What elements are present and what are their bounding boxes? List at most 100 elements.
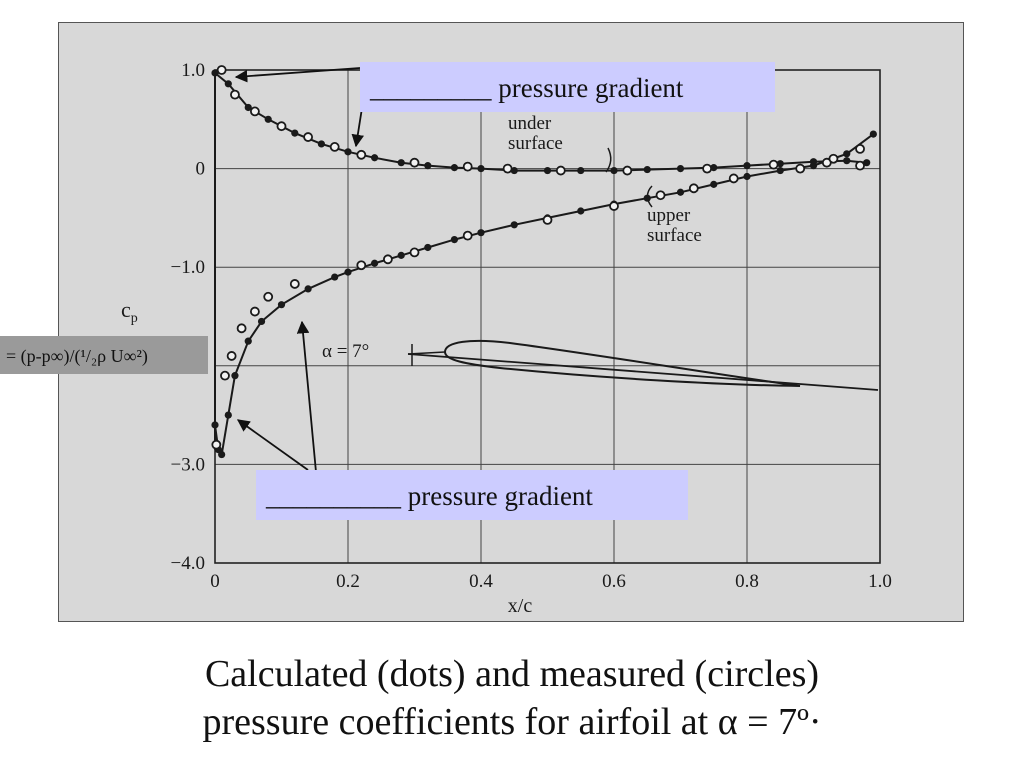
x-axis-label: x/c — [508, 595, 533, 617]
upper-calculated-dot — [776, 166, 784, 175]
y-axis-label: cp — [121, 297, 138, 326]
under-measured-circle — [702, 163, 712, 174]
under-calculated-dot — [577, 166, 585, 175]
under-calculated-dot — [743, 162, 751, 170]
x-tick-label: 0.8 — [735, 571, 759, 592]
cp-definition-text: = (p-p∞)/(¹/₂ρ U∞²) — [6, 346, 148, 367]
under-calculated-dot — [211, 69, 219, 77]
upper-measured-circle — [655, 190, 666, 201]
under-calculated-dot — [291, 129, 299, 137]
upper-measured-circle — [462, 230, 473, 241]
under-calculated-dot — [543, 166, 552, 175]
under-measured-circle — [249, 106, 260, 117]
under-calculated-dot — [477, 165, 485, 173]
upper-calculated-dot — [743, 172, 751, 181]
upper-calculated-dot — [344, 268, 352, 276]
upper-calculated-dot — [843, 150, 851, 158]
caption-line-2: pressure coefficients for airfoil at α =… — [202, 701, 822, 743]
upper-measured-circle — [542, 214, 553, 225]
upper-measured-circle — [828, 153, 839, 164]
under-calculated-dot — [244, 103, 252, 112]
top-callout-text: _________ pressure gradient — [369, 73, 684, 103]
under-surface-label-line1: under — [508, 113, 552, 134]
under-measured-circle — [855, 160, 865, 171]
under-calculated-dot — [317, 140, 325, 148]
upper-calculated-dot — [676, 188, 685, 196]
y-tick-label: −1.0 — [171, 257, 205, 278]
upper-calculated-dot — [371, 259, 379, 267]
under-calculated-dot — [776, 160, 784, 168]
upper-measured-circle — [855, 143, 865, 154]
upper-measured-circle — [795, 163, 806, 174]
upper-measured-circle — [249, 306, 260, 317]
upper-calculated-dot — [397, 251, 405, 259]
top-callout-arrow-1 — [234, 67, 361, 83]
under-calculated-dot — [397, 159, 405, 167]
under-measured-circle — [216, 65, 227, 75]
upper-calculated-dot — [244, 337, 252, 345]
upper-calculated-dot — [224, 411, 232, 419]
upper-calculated-dot — [869, 130, 877, 138]
upper-calculated-dot — [809, 162, 818, 170]
x-tick-label: 1.0 — [868, 571, 892, 592]
airfoil-shape — [443, 339, 801, 387]
under-measured-circle — [462, 161, 473, 172]
x-tick-label: 0.2 — [336, 571, 360, 592]
under-measured-circle — [502, 163, 513, 174]
upper-measured-circle — [263, 291, 274, 302]
under-measured-circle — [329, 142, 340, 152]
bottom-callout-arrow-2 — [296, 320, 317, 473]
under-measured-circle — [303, 132, 314, 142]
upper-measured-circle — [220, 370, 230, 381]
y-tick-label: −3.0 — [171, 454, 205, 475]
upper-surface-label-line1: upper — [647, 205, 691, 226]
under-surface-label-line2: surface — [508, 133, 563, 154]
x-tick-label: 0.6 — [602, 571, 626, 592]
alpha-label: α = 7° — [322, 341, 369, 362]
upper-surface-label-line2: surface — [647, 225, 702, 246]
top-callout-box — [360, 62, 775, 112]
under-measured-circle — [356, 149, 367, 160]
cp-definition-box — [0, 336, 208, 374]
under-measured-circle — [555, 165, 566, 176]
freestream-line — [407, 353, 879, 391]
under-calculated-dot — [676, 165, 685, 173]
under-calculated-dot — [710, 164, 718, 172]
under-calculated-dot — [863, 159, 871, 167]
upper-calculated-dot — [424, 243, 432, 252]
upper-calculated-dot — [304, 285, 312, 293]
figure-caption: Calculated (dots) and measured (circles)… — [0, 650, 1024, 746]
upper-calculated-dot — [277, 301, 286, 309]
upper-surface-curve — [214, 133, 874, 458]
under-calculated-dot — [224, 80, 232, 88]
x-tick-label: 0 — [210, 571, 220, 592]
upper-calculated-dot — [477, 229, 485, 237]
under-calculated-dot — [371, 154, 379, 162]
upper-measured-circle — [356, 260, 367, 271]
upper-measured-circle — [236, 323, 247, 334]
under-measured-circle — [768, 159, 779, 170]
upper-measured-circle — [226, 351, 237, 361]
upper-measured-circle — [609, 201, 619, 211]
under-calculated-dot — [610, 166, 618, 175]
upper-calculated-dot — [331, 273, 339, 281]
y-tick-label: 1.0 — [181, 60, 205, 81]
upper-calculated-dot — [450, 235, 458, 244]
y-tick-label: 0 — [196, 159, 206, 180]
upper-measured-circle — [211, 439, 222, 450]
upper-calculated-dot — [710, 180, 718, 188]
airfoil-sketch: α = 7° — [322, 339, 879, 391]
upper-measured-circle — [289, 279, 300, 289]
under-measured-circle — [276, 121, 287, 132]
under-calculated-dot — [424, 162, 432, 170]
under-surface-annotation: under surface — [508, 113, 612, 173]
upper-calculated-dot — [577, 207, 585, 215]
under-surface-curve — [214, 72, 867, 172]
upper-calculated-dot — [231, 372, 239, 380]
upper-measured-circle — [688, 183, 699, 194]
upper-calculated-dot — [510, 221, 518, 229]
upper-calculated-dot — [211, 421, 219, 429]
upper-measured-circle — [382, 254, 393, 265]
upper-measured-circle — [409, 247, 420, 258]
chord-reference-line — [407, 351, 446, 355]
